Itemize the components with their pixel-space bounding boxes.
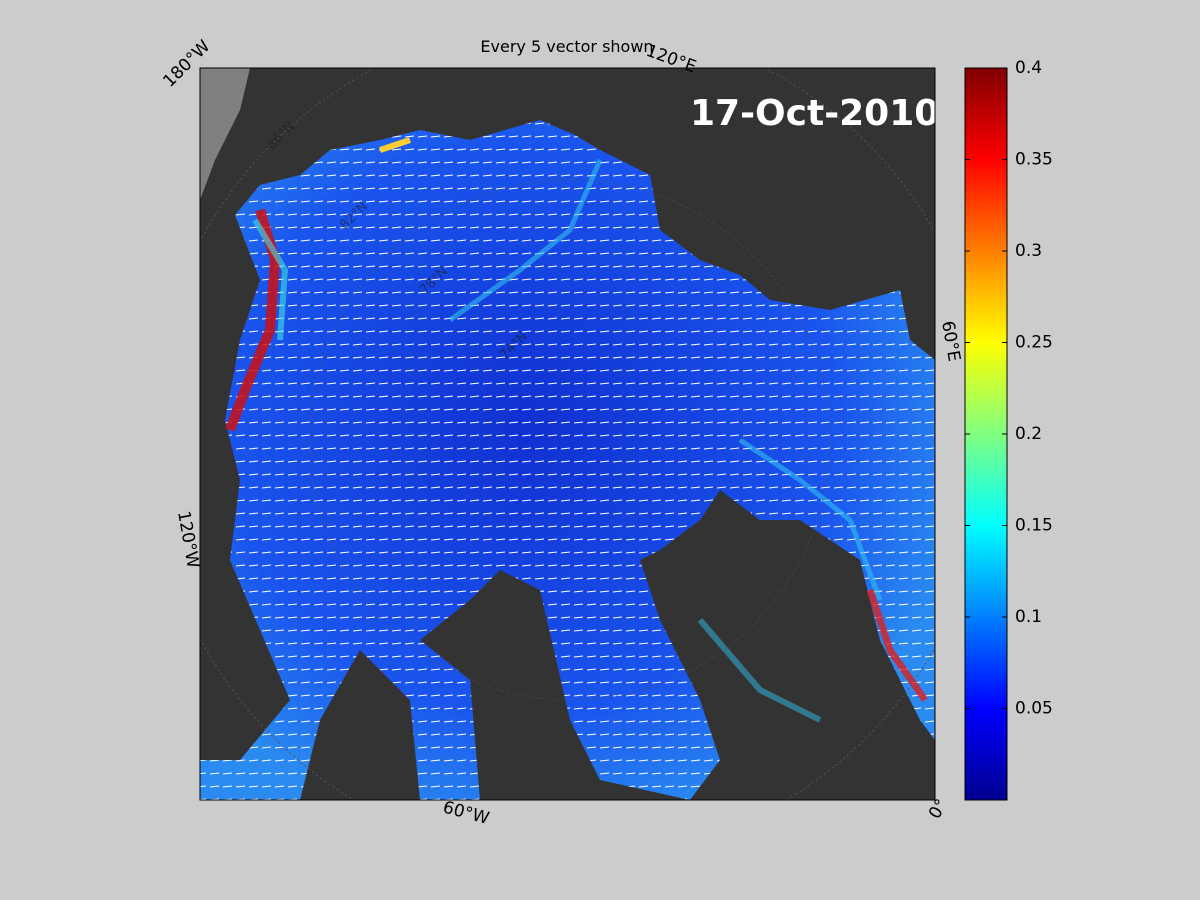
colorbar-tick-label: 0.3 — [1015, 241, 1042, 261]
high-speed-band — [866, 588, 928, 703]
longitude-label: 60°W — [441, 798, 492, 830]
colorbar — [964, 67, 1008, 801]
colorbar-tick-label: 0.1 — [1015, 607, 1042, 627]
map-title: Every 5 vector shown — [480, 37, 653, 56]
colorbar-tick-label: 0.25 — [1015, 333, 1053, 353]
colorbar-tick-label: 0.15 — [1015, 516, 1053, 536]
longitude-label: 120°W — [173, 509, 203, 570]
high-speed-band — [379, 137, 411, 153]
high-speed-band — [448, 159, 603, 323]
longitude-label: 60°E — [937, 319, 964, 363]
map-frame — [199, 67, 936, 801]
colorbar-tick-label: 0.05 — [1015, 699, 1053, 719]
colorbar-tick-label: 0.2 — [1015, 424, 1042, 444]
map: 17-Oct-2010 — [200, 68, 939, 800]
land-mask — [200, 68, 250, 200]
graticule — [309, 179, 831, 701]
drift-vectors — [200, 120, 935, 800]
high-speed-band — [252, 218, 289, 341]
colorbar-tick-label: 0.4 — [1015, 58, 1042, 78]
high-speed-band — [738, 437, 883, 601]
date-label: 17-Oct-2010 — [690, 93, 939, 134]
colorbar-tick-label: 0.35 — [1015, 150, 1053, 170]
high-speed-band — [697, 618, 822, 723]
